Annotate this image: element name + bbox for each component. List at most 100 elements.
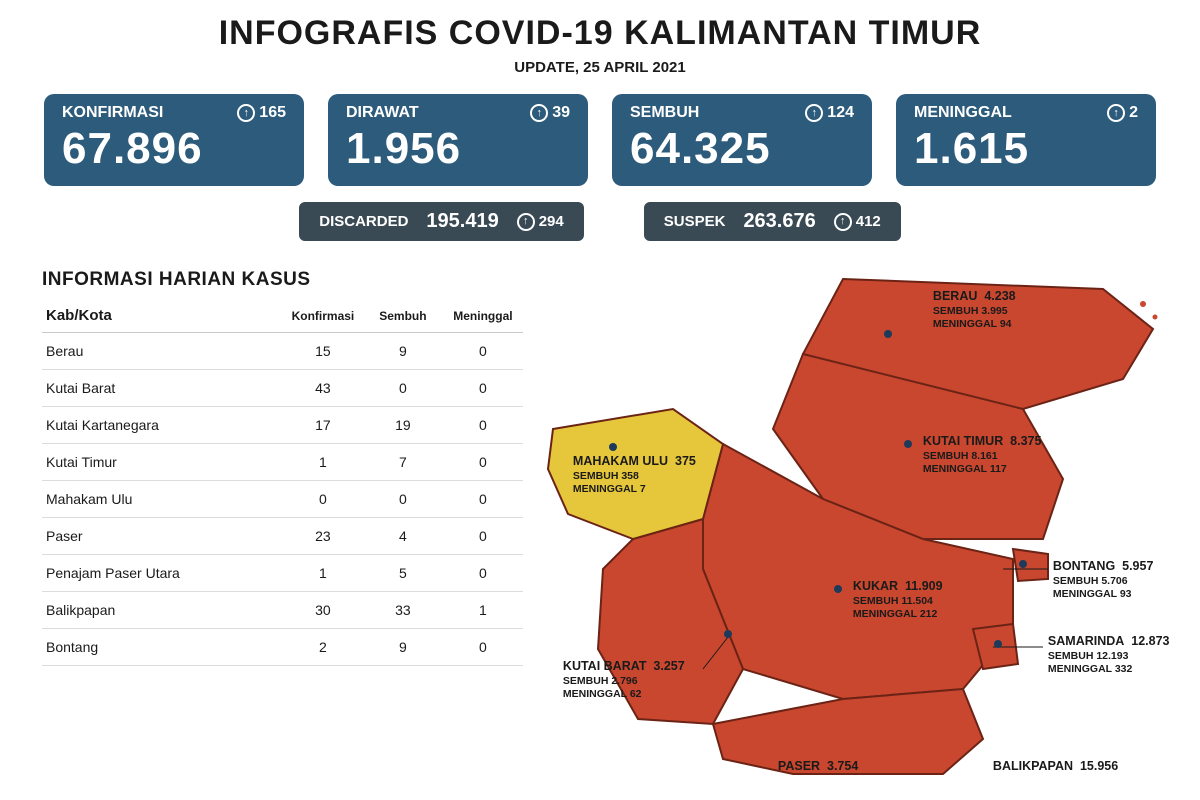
stat-card-meninggal: MENINGGAL ↑ 2 1.615 [896,94,1156,186]
lower-section: INFORMASI HARIAN KASUS Kab/Kota Konfirma… [30,269,1170,789]
table-row: Balikpapan30331 [42,592,523,629]
stat-card-dirawat: DIRAWAT ↑ 39 1.956 [328,94,588,186]
update-date: UPDATE, 25 APRIL 2021 [30,59,1170,76]
cell-value: 0 [363,481,443,518]
map-dot-icon [834,585,842,593]
map-dot-icon [724,630,732,638]
map-dot-icon [994,640,1002,648]
sub-delta: ↑ 294 [517,213,564,231]
cell-region: Berau [42,333,283,370]
col-konfirmasi: Konfirmasi [283,301,363,333]
cell-region: Penajam Paser Utara [42,555,283,592]
cell-value: 0 [443,481,523,518]
col-meninggal: Meninggal [443,301,523,333]
province-map [543,269,1193,789]
cell-region: Paser [42,518,283,555]
arrow-up-icon: ↑ [530,104,548,122]
map-label-paser: PASER 3.754 [778,759,858,775]
stat-card-sembuh: SEMBUH ↑ 124 64.325 [612,94,872,186]
sub-value: 195.419 [426,210,498,233]
sub-card-discarded: DISCARDED 195.419 ↑ 294 [299,202,584,241]
cell-value: 2 [283,629,363,666]
table-row: Bontang290 [42,629,523,666]
stat-delta: ↑ 124 [805,104,854,122]
cell-region: Mahakam Ulu [42,481,283,518]
daily-cases-table: Kab/Kota Konfirmasi Sembuh Meninggal Ber… [42,301,523,666]
cell-value: 19 [363,407,443,444]
cell-value: 0 [443,518,523,555]
cell-value: 0 [443,555,523,592]
sub-delta: ↑ 412 [834,213,881,231]
map-dot-icon [609,443,617,451]
infographic-page: INFOGRAFIS COVID-19 KALIMANTAN TIMUR UPD… [0,0,1200,800]
sub-value: 263.676 [743,210,815,233]
cell-value: 0 [443,629,523,666]
cell-value: 0 [443,333,523,370]
cell-value: 9 [363,629,443,666]
table-row: Kutai Timur170 [42,444,523,481]
daily-table-wrap: INFORMASI HARIAN KASUS Kab/Kota Konfirma… [30,269,523,789]
stat-value: 67.896 [62,124,286,174]
cell-value: 33 [363,592,443,629]
stat-label: KONFIRMASI [62,104,163,122]
stat-card-konfirmasi: KONFIRMASI ↑ 165 67.896 [44,94,304,186]
stat-cards-row: KONFIRMASI ↑ 165 67.896 DIRAWAT ↑ 39 1.9… [30,94,1170,186]
col-sembuh: Sembuh [363,301,443,333]
table-row: Kutai Barat4300 [42,370,523,407]
table-row: Mahakam Ulu000 [42,481,523,518]
cell-value: 15 [283,333,363,370]
arrow-up-icon: ↑ [805,104,823,122]
cell-region: Balikpapan [42,592,283,629]
map-label-kukar: KUKAR 11.909SEMBUH 11.504MENINGGAL 212 [853,579,943,621]
stat-delta: ↑ 165 [237,104,286,122]
arrow-up-icon: ↑ [1107,104,1125,122]
table-title: INFORMASI HARIAN KASUS [42,269,523,291]
stat-delta: ↑ 39 [530,104,570,122]
table-row: Kutai Kartanegara17190 [42,407,523,444]
cell-region: Bontang [42,629,283,666]
stat-label: MENINGGAL [914,104,1012,122]
arrow-up-icon: ↑ [834,213,852,231]
cell-value: 0 [443,370,523,407]
cell-value: 30 [283,592,363,629]
map-dot-icon [1019,560,1027,568]
map-label-balikpapan: BALIKPAPAN 15.956 [993,759,1118,775]
cell-value: 5 [363,555,443,592]
cell-value: 43 [283,370,363,407]
cell-value: 9 [363,333,443,370]
cell-value: 4 [363,518,443,555]
stat-value: 64.325 [630,124,854,174]
map-label-kutai_timur: KUTAI TIMUR 8.375SEMBUH 8.161MENINGGAL 1… [923,434,1042,476]
map-label-berau: BERAU 4.238SEMBUH 3.995MENINGGAL 94 [933,289,1016,331]
table-row: Paser2340 [42,518,523,555]
stat-value: 1.615 [914,124,1138,174]
map-dot-icon [904,440,912,448]
stat-delta: ↑ 2 [1107,104,1138,122]
stat-value: 1.956 [346,124,570,174]
map-label-mahakam_ulu: MAHAKAM ULU 375SEMBUH 358MENINGGAL 7 [573,454,696,496]
cell-region: Kutai Timur [42,444,283,481]
sub-card-suspek: SUSPEK 263.676 ↑ 412 [644,202,901,241]
map-label-samarinda: SAMARINDA 12.873SEMBUH 12.193MENINGGAL 3… [1048,634,1170,676]
cell-value: 0 [363,370,443,407]
cell-value: 23 [283,518,363,555]
map-dot-icon [884,330,892,338]
cell-value: 1 [283,555,363,592]
stat-label: SEMBUH [630,104,699,122]
arrow-up-icon: ↑ [237,104,255,122]
table-row: Berau1590 [42,333,523,370]
cell-value: 0 [443,407,523,444]
arrow-up-icon: ↑ [517,213,535,231]
cell-value: 1 [443,592,523,629]
cell-value: 17 [283,407,363,444]
cell-value: 1 [283,444,363,481]
cell-region: Kutai Kartanegara [42,407,283,444]
sub-stats-row: DISCARDED 195.419 ↑ 294 SUSPEK 263.676 ↑… [30,202,1170,241]
col-kabkota: Kab/Kota [42,301,283,333]
table-header-row: Kab/Kota Konfirmasi Sembuh Meninggal [42,301,523,333]
stat-label: DIRAWAT [346,104,419,122]
map-label-kutai_barat: KUTAI BARAT 3.257SEMBUH 2.796MENINGGAL 6… [563,659,685,701]
table-row: Penajam Paser Utara150 [42,555,523,592]
page-title: INFOGRAFIS COVID-19 KALIMANTAN TIMUR [30,14,1170,53]
map-wrap: BERAU 4.238SEMBUH 3.995MENINGGAL 94 KUTAI… [543,269,1170,789]
